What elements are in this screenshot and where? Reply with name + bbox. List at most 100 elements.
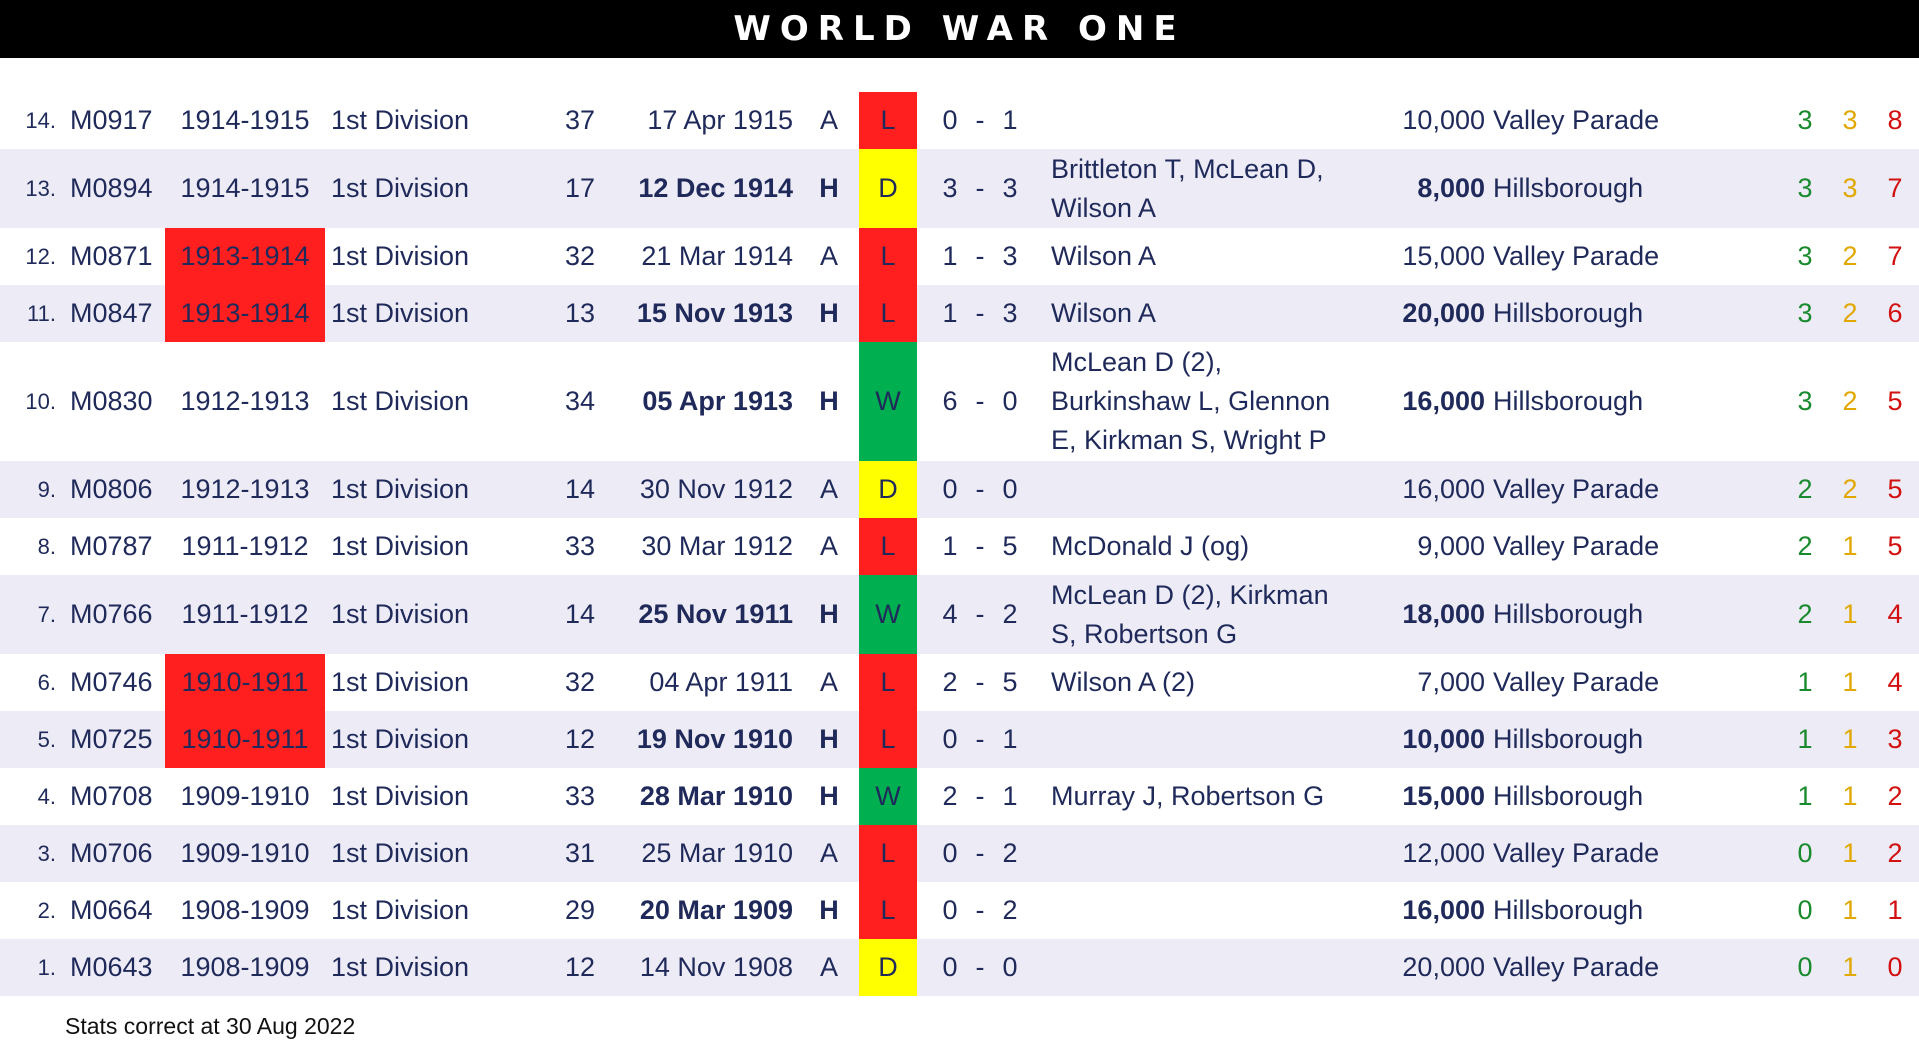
match-code: M0664 [70,895,153,925]
match-code: M0708 [70,781,153,811]
match-date: 30 Mar 1912 [641,531,793,561]
score: 1-3 [935,228,1025,285]
scorers: Wilson A [1051,298,1157,328]
score-against: 5 [1002,667,1018,697]
division: 1st Division [331,105,470,135]
home-away: A [819,952,838,982]
attendance: 16,000 [1402,895,1485,925]
league-position: 13 [564,298,595,328]
match-code: M0746 [70,667,153,697]
result-badge: L [859,518,917,575]
home-away: A [819,531,838,561]
draws-count: 2 [1842,298,1858,328]
wins-count: 0 [1797,895,1813,925]
match-date: 28 Mar 1910 [639,781,793,811]
score: 1-5 [935,518,1025,575]
scorers: Wilson A (2) [1051,667,1196,697]
wins-count: 1 [1797,724,1813,754]
table-row: 7. M0766 1911-1912 1st Division 14 25 Nov 191… [0,575,1919,654]
score: 4-2 [935,575,1025,654]
match-code: M0787 [70,531,153,561]
score: 0-2 [935,882,1025,939]
division: 1st Division [331,298,470,328]
draws-count: 1 [1842,895,1858,925]
season: 1910-1911 [165,711,325,768]
home-away: H [819,599,839,629]
draws-count: 3 [1842,173,1858,203]
table-row: 3. M0706 1909-1910 1st Division 31 25 Mar 191… [0,825,1919,882]
score-against: 2 [1002,895,1018,925]
attendance: 15,000 [1402,241,1485,271]
score: 0-2 [935,825,1025,882]
match-number: 1. [37,954,56,980]
division: 1st Division [331,895,470,925]
match-code: M0917 [70,105,153,135]
losses-count: 5 [1887,386,1903,416]
scorers: Wilson A [1051,241,1157,271]
match-date: 20 Mar 1909 [639,895,793,925]
wins-count: 0 [1797,952,1813,982]
score-for: 4 [942,599,958,629]
score: 0-0 [935,939,1025,996]
home-away: A [819,838,838,868]
league-position: 32 [564,667,595,697]
draws-count: 1 [1842,952,1858,982]
stats-footnote: Stats correct at 30 Aug 2022 [65,1013,356,1039]
table-row: 5. M0725 1910-1911 1st Division 12 19 Nov 191… [0,711,1919,768]
match-code: M0706 [70,838,153,868]
score-against: 3 [1002,241,1018,271]
league-position: 32 [564,241,595,271]
score: 0-0 [935,461,1025,518]
table-row: 14. M0917 1914-1915 1st Division 37 17 Apr 19… [0,92,1919,149]
league-position: 31 [564,838,595,868]
attendance: 10,000 [1402,105,1485,135]
match-number: 2. [37,897,56,923]
league-position: 29 [564,895,595,925]
wins-count: 2 [1797,474,1813,504]
score-for: 1 [942,241,958,271]
scorers: McLean D (2), Burkinshaw L, Glennon E, K… [1051,347,1331,455]
losses-count: 7 [1887,173,1903,203]
losses-count: 4 [1887,667,1903,697]
league-position: 12 [564,724,595,754]
league-position: 14 [564,474,595,504]
wins-count: 1 [1797,667,1813,697]
division: 1st Division [331,781,470,811]
draws-count: 2 [1842,241,1858,271]
draws-count: 2 [1842,474,1858,504]
match-number: 13. [25,175,56,201]
scorers [1051,882,1351,939]
score-against: 2 [1002,599,1018,629]
table-row: 13. M0894 1914-1915 1st Division 17 12 Dec 19… [0,149,1919,228]
attendance: 12,000 [1402,838,1485,868]
wins-count: 3 [1797,241,1813,271]
match-code: M0894 [70,173,153,203]
match-number: 14. [25,107,56,133]
match-code: M0871 [70,241,153,271]
wins-count: 2 [1797,531,1813,561]
score-for: 2 [942,781,958,811]
league-position: 33 [564,531,595,561]
result-badge: L [859,654,917,711]
score-against: 0 [1002,474,1018,504]
result-badge: L [859,228,917,285]
score-against: 3 [1002,298,1018,328]
division: 1st Division [331,724,470,754]
venue: Hillsborough [1493,298,1644,328]
season: 1913-1914 [165,285,325,342]
score: 1-3 [935,285,1025,342]
division: 1st Division [331,386,470,416]
season: 1912-1913 [180,474,310,504]
attendance: 20,000 [1402,952,1485,982]
losses-count: 2 [1887,781,1903,811]
result-badge: L [859,92,917,149]
draws-count: 3 [1842,105,1858,135]
score-against: 3 [1002,173,1018,203]
attendance: 7,000 [1417,667,1485,697]
venue: Valley Parade [1493,241,1660,271]
venue: Hillsborough [1493,386,1644,416]
score-for: 1 [942,298,958,328]
division: 1st Division [331,173,470,203]
league-position: 12 [564,952,595,982]
match-number: 4. [37,783,56,809]
